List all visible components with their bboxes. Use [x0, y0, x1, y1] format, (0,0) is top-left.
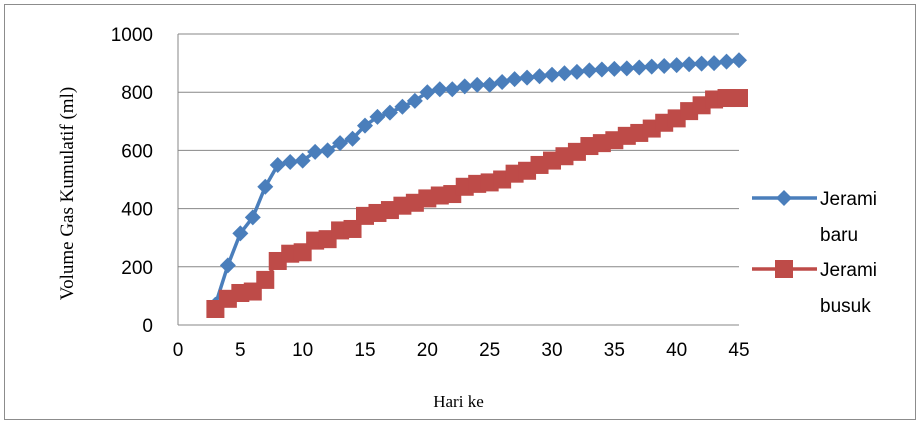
- y-tick-label: 0: [142, 316, 153, 337]
- data-point: [332, 135, 349, 152]
- data-point: [531, 68, 548, 85]
- x-tick-label: 20: [417, 340, 438, 361]
- data-point: [544, 66, 560, 83]
- data-point: [556, 65, 573, 82]
- line-chart: 0 200 400 600 800 1000 0 5 10 15 20 25 30 35 40 45 Har…: [57, 25, 877, 411]
- y-tick-label: 800: [121, 83, 153, 104]
- data-point: [469, 76, 486, 93]
- data-point: [244, 209, 261, 226]
- data-point: [593, 61, 610, 78]
- data-point: [706, 55, 723, 72]
- data-point: [369, 108, 386, 125]
- x-axis-title: Hari ke: [433, 392, 484, 411]
- data-point: [568, 63, 585, 80]
- x-tick-label: 5: [235, 340, 246, 361]
- y-tick-label: 600: [121, 141, 153, 162]
- y-axis-ticks: 0 200 400 600 800 1000: [111, 25, 153, 337]
- data-point: [730, 89, 748, 108]
- y-tick-label: 1000: [111, 25, 153, 46]
- x-tick-label: 45: [728, 340, 749, 361]
- legend-entry-1: Jerami busuk: [752, 260, 877, 317]
- legend-marker: [776, 190, 792, 206]
- series-layer: [206, 52, 748, 318]
- data-point: [481, 76, 498, 93]
- data-point: [307, 143, 324, 160]
- data-point: [319, 142, 336, 159]
- data-point: [731, 52, 747, 69]
- legend-marker: [775, 260, 793, 278]
- x-tick-label: 30: [541, 340, 562, 361]
- legend-label: busuk: [820, 296, 871, 317]
- data-point: [406, 92, 423, 109]
- data-point: [519, 69, 536, 86]
- data-point: [643, 58, 660, 75]
- x-tick-label: 35: [604, 340, 625, 361]
- x-tick-label: 15: [354, 340, 375, 361]
- data-point: [631, 59, 648, 76]
- data-point: [668, 57, 685, 74]
- data-point: [282, 154, 299, 171]
- x-tick-label: 0: [173, 340, 184, 361]
- legend: Jerami baru Jerami busuk: [752, 189, 877, 317]
- x-tick-label: 25: [479, 340, 500, 361]
- legend-entry-0: Jerami baru: [752, 189, 877, 246]
- legend-label: baru: [820, 225, 858, 246]
- data-point: [232, 225, 249, 242]
- data-point: [357, 117, 373, 134]
- data-point: [456, 78, 473, 95]
- data-point: [444, 81, 461, 98]
- x-axis-ticks: 0 5 10 15 20 25 30 35 40 45: [173, 340, 750, 361]
- data-point: [344, 130, 361, 147]
- data-point: [294, 152, 311, 169]
- data-point: [394, 98, 411, 115]
- y-tick-label: 200: [121, 258, 153, 279]
- series-0: [207, 52, 747, 313]
- data-point: [718, 53, 735, 70]
- data-point: [494, 74, 511, 91]
- x-tick-label: 10: [292, 340, 313, 361]
- y-tick-label: 400: [121, 200, 153, 221]
- data-point: [606, 60, 623, 77]
- series-1: [206, 89, 748, 318]
- data-point: [381, 104, 398, 121]
- data-point: [256, 270, 275, 289]
- y-axis-title: Volume Gas Kumulatif (ml): [57, 87, 78, 300]
- data-point: [419, 84, 436, 101]
- chart-frame: 0 200 400 600 800 1000 0 5 10 15 20 25 30 35 40 45 Har…: [4, 4, 916, 420]
- data-point: [693, 55, 710, 72]
- data-point: [431, 81, 448, 98]
- data-point: [681, 56, 698, 73]
- data-point: [581, 62, 598, 79]
- legend-label: Jerami: [820, 260, 877, 281]
- data-point: [219, 257, 236, 274]
- legend-label: Jerami: [820, 189, 877, 210]
- data-point: [257, 178, 274, 195]
- x-tick-label: 40: [666, 340, 687, 361]
- data-point: [506, 71, 523, 88]
- data-point: [269, 156, 286, 173]
- data-point: [656, 58, 673, 75]
